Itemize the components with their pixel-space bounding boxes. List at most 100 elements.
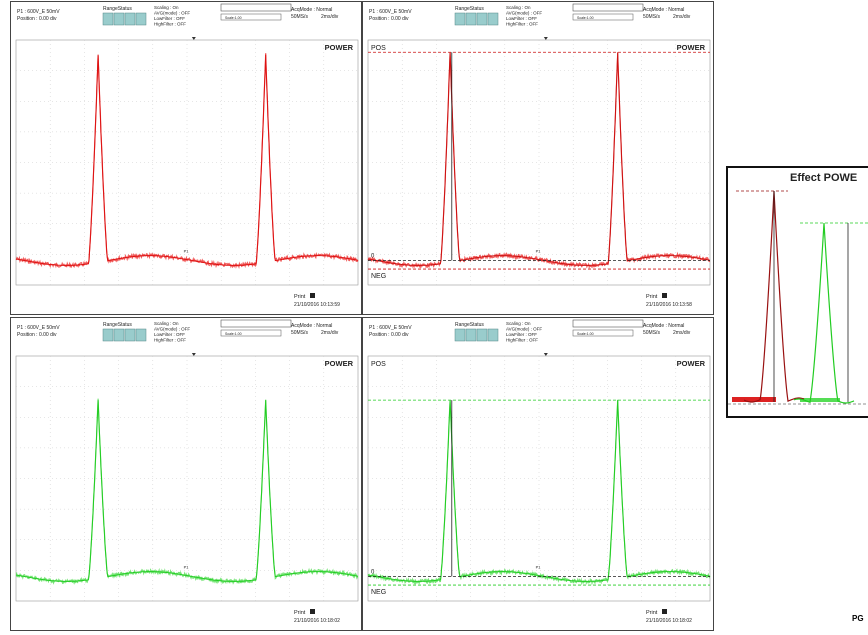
time-div: 2ms/div [321,14,339,20]
channel: P1 : 600V_E 50mV [369,325,412,331]
trace-label: POWER [677,43,706,52]
range-status: RangeStatus [103,6,132,12]
setting: AVG(mode) : OFF [506,327,542,332]
time-div: 2ms/div [673,14,691,20]
status-box [221,4,291,11]
acq-mode: AcqMode : Normal [643,7,684,13]
print-icon [310,609,315,614]
setting: Scaling : On [506,321,531,326]
setting: LowFilter : OFF [154,16,185,21]
range-box [477,13,487,25]
setting: HighFilter : OFF [154,22,186,27]
position: Position : 0.00 div [369,16,409,22]
acq-mode: AcqMode : Normal [291,323,332,329]
inset-title: Effect POWE [790,172,857,184]
range-box [488,13,498,25]
position: Position : 0.00 div [369,332,409,338]
time-div: 2ms/div [673,330,691,336]
print: Print [646,610,658,616]
range-box [466,329,476,341]
neg-label: NEG [371,273,386,280]
print: Print [646,294,658,300]
pos-label: POS [371,45,386,52]
scale: Scale:1.00 [577,16,594,20]
range-status: RangeStatus [455,6,484,12]
scale: Scale:1.00 [225,16,242,20]
setting: AVG(mode) : OFF [154,11,190,16]
trigger-mark [544,37,548,40]
sample-rate: 50MS/s [291,14,308,20]
trace-label: POWER [325,43,354,52]
marker: P1 [536,565,542,570]
setting: HighFilter : OFF [154,338,186,343]
position: Position : 0.00 div [17,16,57,22]
setting: LowFilter : OFF [154,332,185,337]
channel: P1 : 600V_E 50mV [17,325,60,331]
scale: Scale:1.00 [577,332,594,336]
status-box [221,320,291,327]
setting: Scaling : On [154,5,179,10]
range-box [114,13,124,25]
range-box [125,329,135,341]
sample-rate: 50MS/s [643,14,660,20]
print-icon [662,609,667,614]
range-box [103,329,113,341]
position: Position : 0.00 div [17,332,57,338]
page: P1 : 600V_E 50mVPosition : 0.00 divRange… [0,0,868,626]
pos-label: POS [371,361,386,368]
timestamp: 21/10/2016 10:13:59 [294,302,340,308]
setting: LowFilter : OFF [506,332,537,337]
status-box [573,320,643,327]
neg-label: NEG [371,589,386,596]
inset-trace [794,223,854,403]
trigger-mark [192,353,196,356]
acq-mode: AcqMode : Normal [643,323,684,329]
range-box [125,13,135,25]
range-box [103,13,113,25]
range-box [455,13,465,25]
range-box [488,329,498,341]
range-status: RangeStatus [103,322,132,328]
sample-rate: 50MS/s [643,330,660,336]
trigger-mark [192,37,196,40]
print-icon [310,293,315,298]
range-box [114,329,124,341]
marker: P1 [536,249,542,254]
setting: HighFilter : OFF [506,22,538,27]
range-box [466,13,476,25]
setting: HighFilter : OFF [506,338,538,343]
marker: P1 [184,565,190,570]
setting: AVG(mode) : OFF [506,11,542,16]
setting: LowFilter : OFF [506,16,537,21]
setting: Scaling : On [154,321,179,326]
range-status: RangeStatus [455,322,484,328]
trace-label: POWER [677,359,706,368]
scope-screen: P1 : 600V_E 50mVPosition : 0.00 div Range… [11,2,361,314]
channel: P1 : 600V_E 50mV [17,9,60,15]
time-div: 2ms/div [321,330,339,336]
channel: P1 : 600V_E 50mV [369,9,412,15]
print-icon [662,293,667,298]
setting: Scaling : On [506,5,531,10]
inset-screen: Effect POWE [728,168,868,416]
timestamp: 21/10/2016 10:18:02 [646,618,692,624]
timestamp: 21/10/2016 10:18:02 [294,618,340,624]
range-box [136,13,146,25]
footer: PG [852,614,864,623]
range-box [136,329,146,341]
acq-mode: AcqMode : Normal [291,7,332,13]
timestamp: 21/10/2016 10:13:58 [646,302,692,308]
trace-label: POWER [325,359,354,368]
print: Print [294,294,306,300]
scale: Scale:1.00 [225,332,242,336]
status-box [573,4,643,11]
scope-panel: P1 : 600V_E 50mVPosition : 0.00 div Range… [362,317,714,631]
inset: Effect POWE [726,166,868,418]
marker: P1 [184,249,190,254]
